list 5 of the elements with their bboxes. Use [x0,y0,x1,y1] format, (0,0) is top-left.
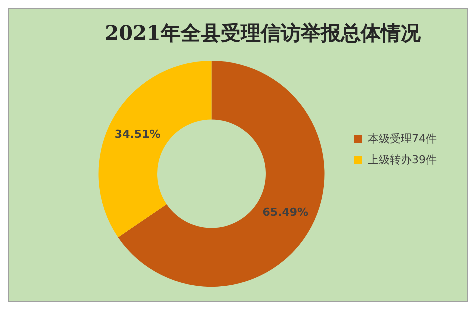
data-label: 34.51% [114,128,161,141]
legend-label: 本级受理74件 [368,132,438,146]
chart-title: 2021年全县受理信访举报总体情况 [105,21,422,46]
legend-label: 上级转办39件 [368,153,438,166]
data-label: 65.49% [262,206,309,219]
